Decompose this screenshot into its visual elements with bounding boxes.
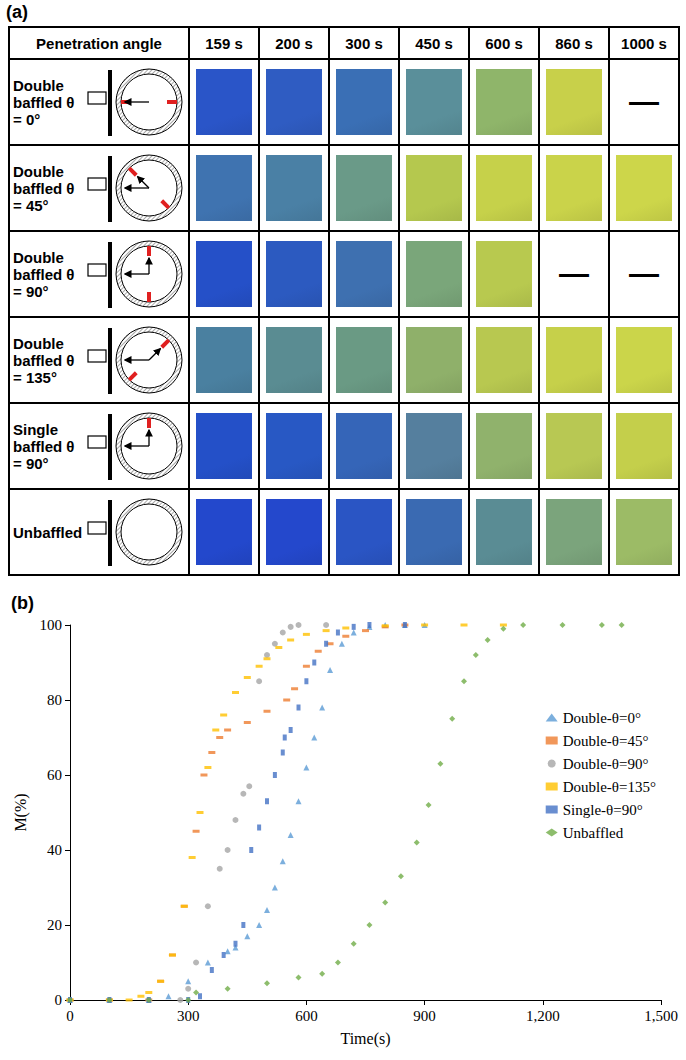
svg-text:M(%): M(%) <box>12 793 30 831</box>
html-text:Double baffled θ = 90°: Double baffled θ = 90° <box>13 248 75 300</box>
svg-text:(b): (b) <box>11 593 34 613</box>
html-text:Double baffled θ = 45°: Double baffled θ = 45° <box>13 162 75 214</box>
svg-text:1,200: 1,200 <box>526 1008 560 1024</box>
svg-text:40: 40 <box>47 842 62 858</box>
svg-text:Double-θ=0°: Double-θ=0° <box>563 710 641 726</box>
html-text:Unbaffled: Unbaffled <box>13 523 83 541</box>
svg-text:0: 0 <box>66 1008 74 1024</box>
html-text:(a): (a) <box>6 2 28 22</box>
svg-text:600: 600 <box>295 1008 318 1024</box>
svg-text:Time(s): Time(s) <box>340 1030 390 1048</box>
svg-text:80: 80 <box>47 692 62 708</box>
svg-text:60: 60 <box>47 767 62 783</box>
html-text:860 s: 860 s <box>555 34 593 52</box>
svg-text:900: 900 <box>413 1008 436 1024</box>
svg-text:Single-θ=90°: Single-θ=90° <box>563 802 643 818</box>
svg-text:Double-θ=135°: Double-θ=135° <box>563 779 656 795</box>
html-text:Double baffled θ = 0°: Double baffled θ = 0° <box>13 76 75 128</box>
html-text:Single baffled θ = 90°: Single baffled θ = 90° <box>13 420 75 472</box>
html-text:159 s: 159 s <box>205 34 243 52</box>
html-text:Double baffled θ = 135°: Double baffled θ = 135° <box>13 334 75 386</box>
html-text:1000 s: 1000 s <box>621 34 667 52</box>
svg-text:20: 20 <box>47 917 62 933</box>
html-text:Penetration angle: Penetration angle <box>36 34 162 52</box>
svg-text:Double-θ=90°: Double-θ=90° <box>563 756 649 772</box>
html-text:300 s: 300 s <box>345 34 383 52</box>
svg-text:300: 300 <box>177 1008 200 1024</box>
svg-text:0: 0 <box>55 992 63 1008</box>
svg-text:1,500: 1,500 <box>644 1008 678 1024</box>
html-text:450 s: 450 s <box>415 34 453 52</box>
svg-text:Double-θ=45°: Double-θ=45° <box>563 733 649 749</box>
svg-text:Unbaffled: Unbaffled <box>563 825 624 841</box>
svg-text:100: 100 <box>40 617 63 633</box>
html-text:200 s: 200 s <box>275 34 313 52</box>
html-text:600 s: 600 s <box>485 34 523 52</box>
